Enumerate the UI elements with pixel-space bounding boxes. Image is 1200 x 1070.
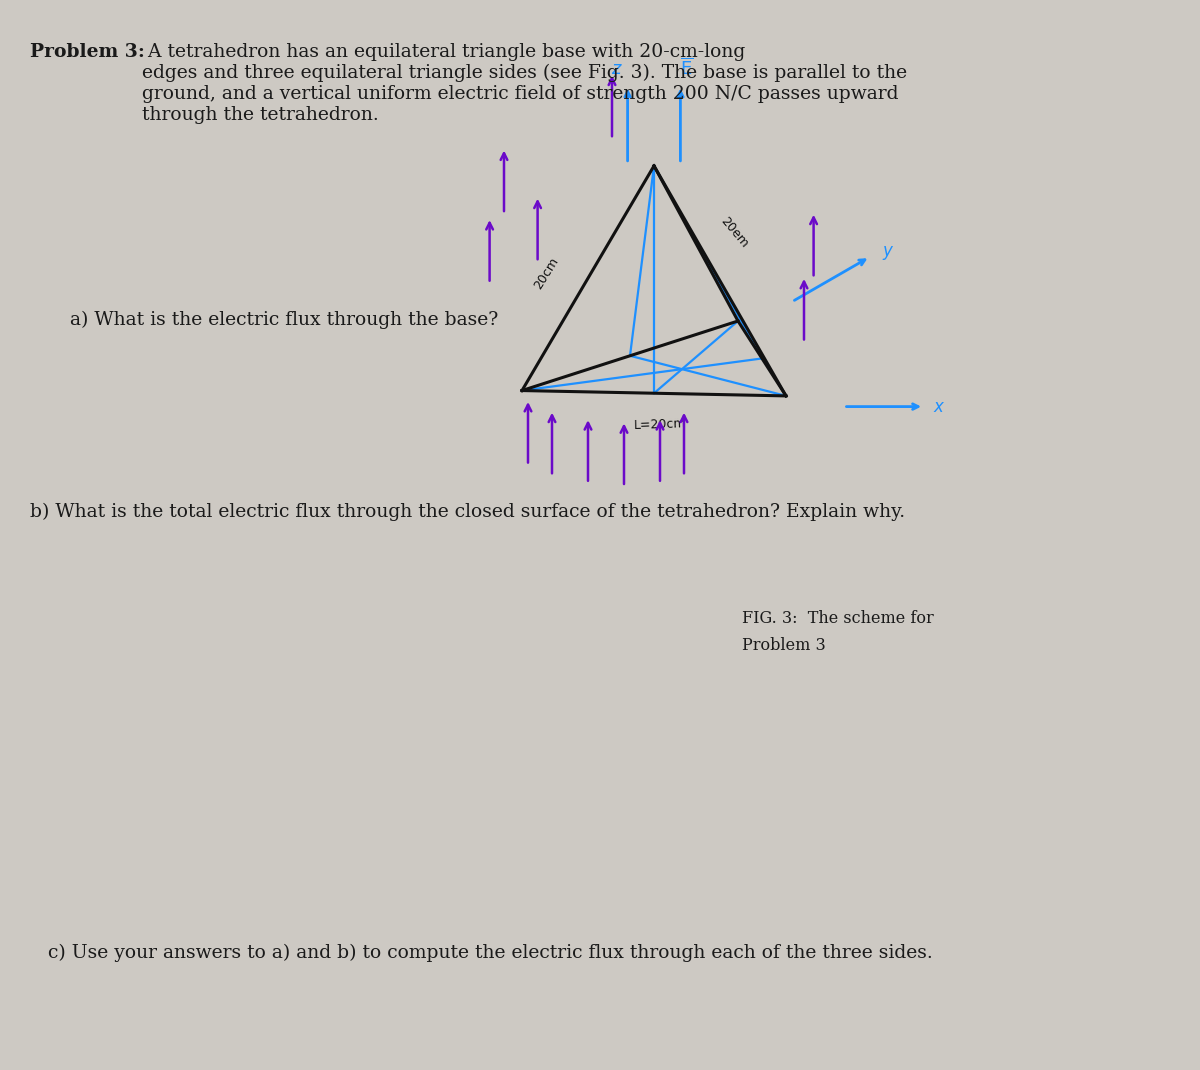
Text: c) Use your answers to a) and b) to compute the electric flux through each of th: c) Use your answers to a) and b) to comp… [48,944,932,962]
Text: Problem 3:: Problem 3: [30,43,145,61]
Text: x: x [934,398,943,415]
Text: 20cm: 20cm [532,255,562,291]
Text: L=20cm: L=20cm [634,417,686,432]
Text: $\mathregular{\overline{E}}$: $\mathregular{\overline{E}}$ [679,58,694,78]
Text: Problem 3: Problem 3 [742,637,826,654]
Text: y: y [882,243,892,260]
Text: a) What is the electric flux through the base?: a) What is the electric flux through the… [70,310,498,328]
Text: A tetrahedron has an equilateral triangle base with 20-cm-long
edges and three e: A tetrahedron has an equilateral triangl… [142,43,907,123]
Text: 20em: 20em [718,215,750,250]
Text: b) What is the total electric flux through the closed surface of the tetrahedron: b) What is the total electric flux throu… [30,503,905,521]
Text: z: z [611,60,620,78]
Text: FIG. 3:  The scheme for: FIG. 3: The scheme for [742,610,934,627]
